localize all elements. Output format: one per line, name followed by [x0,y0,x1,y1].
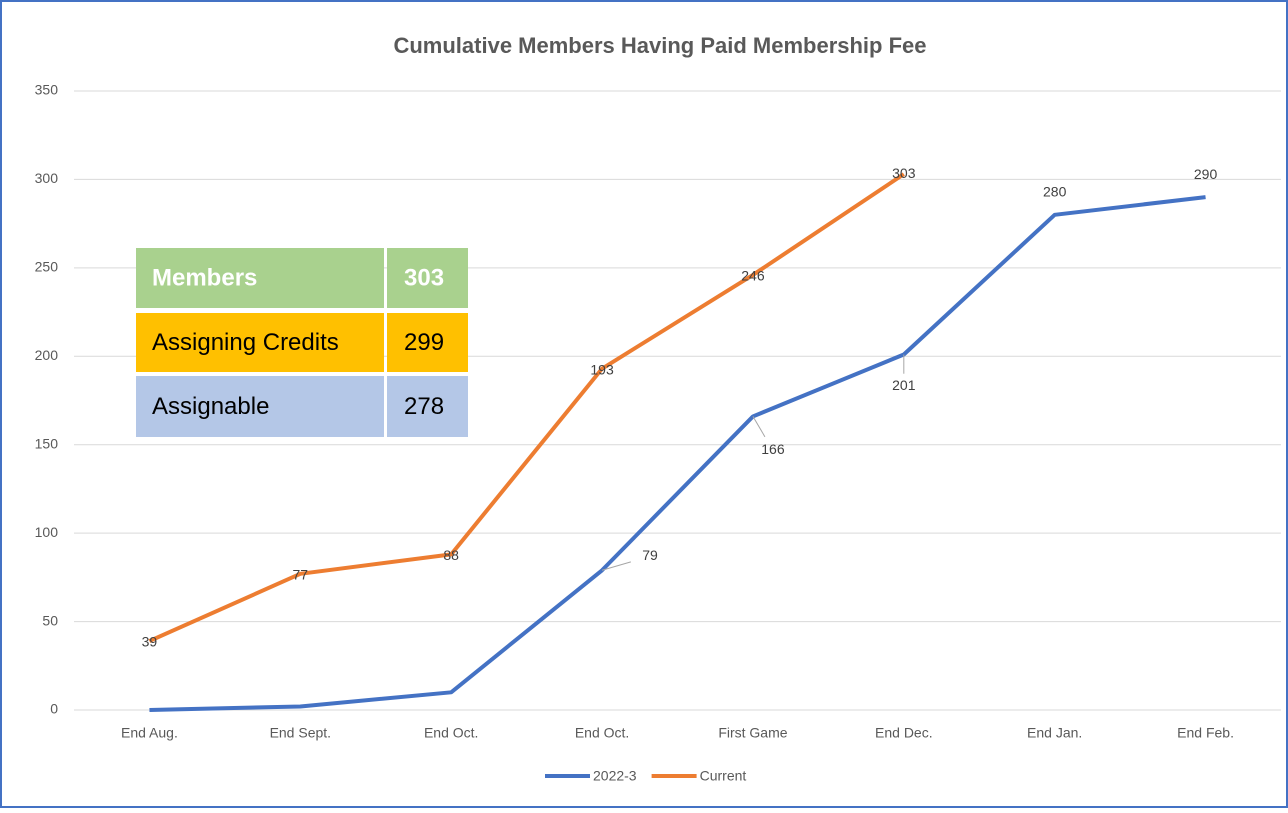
x-tick-label: End Oct. [424,725,478,741]
x-tick-label: End Sept. [270,725,332,741]
data-label: 166 [761,441,785,457]
data-label: 280 [1043,184,1067,200]
legend-label: 2022-3 [593,768,637,784]
chart-title: Cumulative Members Having Paid Membershi… [393,33,926,58]
x-tick-label: End Feb. [1177,725,1234,741]
table-cell [136,376,384,437]
leader-line [752,416,766,438]
x-tick-label: First Game [718,725,787,741]
data-label: 246 [741,268,765,284]
table-cell [136,313,384,372]
data-label: 201 [892,377,916,393]
data-label: 88 [443,547,459,563]
y-tick-label: 200 [35,347,59,363]
table-text: 303 [404,264,444,291]
data-label: 303 [892,165,916,181]
table-text: Assigning Credits [152,329,339,356]
leader-line [601,561,632,571]
legend-label: Current [700,768,747,784]
table-cell [387,376,468,437]
x-tick-label: End Oct. [575,725,629,741]
y-tick-label: 250 [35,259,59,275]
table-cell [387,248,468,308]
data-label: 77 [293,567,309,583]
y-tick-label: 100 [35,524,59,540]
y-tick-label: 150 [35,435,59,451]
table-text: Members [152,264,257,291]
table-text: Assignable [152,393,269,420]
table-text: 278 [404,393,444,420]
y-tick-label: 350 [35,82,59,98]
y-tick-label: 300 [35,170,59,186]
x-tick-label: End Dec. [875,725,933,741]
table-text: 299 [404,329,444,356]
x-tick-label: End Aug. [121,725,178,741]
x-tick-label: End Jan. [1027,725,1082,741]
series-line [149,195,1206,712]
table-cell [136,248,384,308]
data-label: 290 [1194,166,1218,182]
data-label: 193 [590,361,614,377]
data-label: 39 [142,634,158,650]
y-tick-label: 50 [42,612,58,628]
data-label: 79 [642,547,658,563]
y-tick-label: 0 [50,701,58,717]
table-cell [387,313,468,372]
series-line [148,172,905,643]
